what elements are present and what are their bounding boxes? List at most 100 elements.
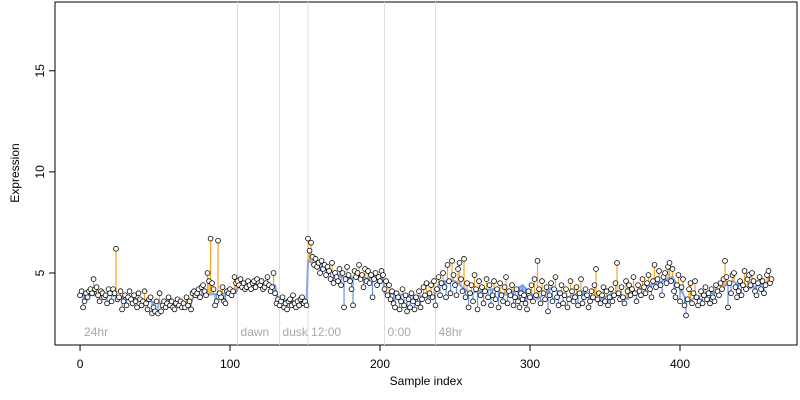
data-point (624, 288, 631, 295)
data-point (639, 276, 646, 282)
region-label: dusk (283, 325, 309, 339)
data-point (563, 286, 569, 292)
data-point (426, 290, 433, 297)
data-point (627, 292, 634, 299)
data-point (584, 292, 590, 299)
data-point (756, 274, 763, 280)
data-point (305, 235, 311, 242)
data-point (335, 278, 341, 284)
data-point (548, 280, 554, 286)
data-point (168, 298, 175, 305)
data-point (635, 282, 641, 288)
y-tick-label: 5 (33, 269, 47, 276)
data-point (618, 284, 625, 290)
data-point (725, 304, 731, 311)
data-point (567, 278, 574, 284)
data-point (527, 294, 533, 301)
data-point (389, 288, 395, 295)
data-point (755, 280, 761, 286)
data-point (372, 270, 379, 276)
region-label: dawn (241, 325, 270, 339)
data-point (684, 296, 691, 303)
data-point (450, 272, 457, 278)
data-point (728, 290, 734, 297)
data-point (84, 294, 91, 301)
data-point (410, 298, 416, 305)
data-point (542, 296, 548, 303)
data-point (674, 282, 680, 288)
data-point (525, 288, 532, 295)
data-point (270, 270, 277, 276)
data-point (693, 294, 700, 301)
data-point (287, 296, 293, 303)
data-point (434, 286, 440, 292)
data-point (465, 304, 472, 311)
data-point (492, 296, 499, 303)
data-point (131, 292, 137, 299)
data-point (731, 270, 737, 276)
data-point (264, 274, 271, 280)
data-point (632, 290, 638, 297)
data-point (537, 300, 544, 307)
x-tick-label: 400 (670, 357, 690, 371)
data-point (383, 278, 389, 284)
data-point (533, 292, 539, 299)
data-point (237, 276, 244, 282)
data-point (197, 294, 203, 301)
data-point (384, 292, 391, 299)
data-point (119, 306, 125, 313)
data-point (416, 288, 422, 295)
data-point (552, 274, 559, 280)
data-point (603, 288, 610, 295)
data-point (188, 306, 194, 313)
data-point (569, 288, 575, 295)
data-point (485, 294, 491, 301)
data-point (540, 290, 547, 297)
data-point (203, 292, 209, 299)
data-point (659, 292, 665, 299)
data-point (117, 288, 124, 295)
data-point (765, 268, 772, 274)
data-point (605, 302, 611, 309)
data-point (602, 298, 608, 305)
data-point (719, 286, 725, 292)
data-point (461, 256, 467, 262)
data-point (348, 286, 355, 292)
data-point (722, 258, 728, 264)
data-point (564, 304, 571, 311)
data-point (522, 300, 529, 307)
data-point (156, 290, 163, 297)
data-point (387, 296, 394, 303)
data-point (578, 276, 584, 282)
data-point (480, 300, 487, 307)
data-point (582, 286, 589, 292)
data-point (741, 268, 748, 274)
x-tick-label: 200 (370, 357, 390, 371)
data-point (614, 260, 620, 266)
data-point (734, 294, 740, 301)
data-point (513, 286, 520, 292)
data-point (747, 282, 754, 288)
data-point (330, 280, 337, 286)
data-point (711, 298, 718, 305)
data-point (495, 304, 502, 311)
data-point (738, 292, 745, 299)
data-point (491, 278, 497, 284)
data-point (303, 302, 310, 309)
data-point (650, 278, 656, 284)
data-point (654, 276, 661, 282)
data-point (560, 300, 566, 307)
data-point (171, 306, 178, 313)
data-point (555, 302, 562, 309)
data-point (633, 298, 640, 305)
data-point (318, 258, 325, 264)
data-point (486, 282, 493, 288)
data-point (134, 304, 140, 311)
data-point (405, 296, 412, 303)
data-point (452, 282, 458, 288)
data-point (735, 288, 742, 295)
data-point (299, 294, 305, 301)
data-point (218, 294, 224, 301)
data-point (651, 262, 658, 268)
data-point (663, 280, 670, 286)
